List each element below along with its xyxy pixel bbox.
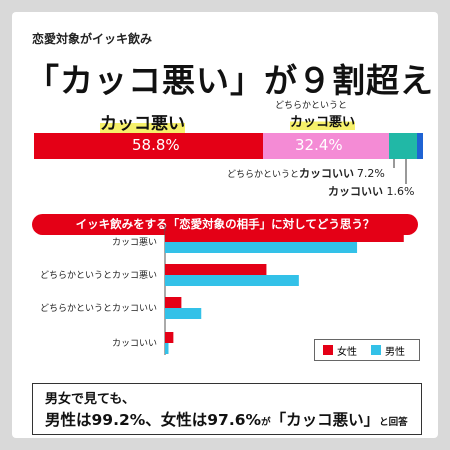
summary-bad: 「カッコ悪い」 [270,411,380,429]
label-somewhat-bad-top: どちらかというと [275,101,348,111]
callout-cool-label: カッコいい [328,185,383,198]
callout-cool-pct: 1.6% [386,185,415,198]
seg-somewhat-bad [262,133,389,159]
legend-swatch-male [371,345,381,355]
bar-male-3 [165,343,169,354]
cat-label-cool: カッコいい [112,338,157,349]
legend-swatch-female [323,345,333,355]
legend: 女性 男性 [314,339,420,361]
bar-female-0 [165,231,404,242]
legend-label-female: 女性 [337,347,357,358]
summary-ga: が [261,417,271,428]
pct-somewhat-bad: 32.4% [295,136,343,154]
callout-somewhat-cool-prefix: どちらかというと [227,170,300,180]
seg-cool [416,133,423,159]
bar-female-2 [165,297,182,308]
summary-line2: 男性は99.2%、女性は97.6%が「カッコ悪い」と回答 [45,408,408,430]
cat-label-bad: カッコ悪い [112,237,157,248]
summary-line1: 男女で見ても、 [45,392,135,407]
pct-bad: 58.8% [132,136,180,154]
bar-female-1 [165,264,267,275]
infographic-card: 恋愛対象がイッキ飲み 「カッコ悪い」が９割超え カッコ悪い どちらかというと カ… [12,12,438,438]
chart-title: イッキ飲みをする「恋愛対象の相手」に対してどう思う？ [32,214,418,235]
seg-somewhat-cool [388,133,417,159]
summary-answer: と回答 [379,417,408,428]
label-somewhat-bad-bottom: カッコ悪い [290,111,356,130]
subtitle: 恋愛対象がイッキ飲み [32,32,153,46]
legend-label-male: 男性 [385,347,405,358]
bar-male-1 [165,275,299,286]
bar-male-2 [165,308,202,319]
headline: 「カッコ悪い」が９割超え [26,61,434,100]
seg-bad [34,133,263,159]
callout-somewhat-cool: どちらかというとカッコいい 7.2% [227,165,385,181]
callout-lines [393,159,407,184]
stacked-bar [34,133,423,159]
bar-male-0 [165,242,358,253]
bar-female-3 [165,332,174,343]
summary-stat: 男性は99.2%、女性は97.6% [45,411,262,429]
label-bad: カッコ悪い [100,109,185,134]
callout-somewhat-cool-pct: 7.2% [356,167,385,180]
summary-box: 男女で見ても、 男性は99.2%、女性は97.6%が「カッコ悪い」と回答 [32,383,422,435]
callout-somewhat-cool-main: カッコいい [299,167,355,180]
callout-cool: カッコいい 1.6% [328,183,414,199]
cat-label-somewhat-cool: どちらかというとカッコいい [40,303,157,314]
cat-label-somewhat-bad: どちらかというとカッコ悪い [40,270,157,281]
